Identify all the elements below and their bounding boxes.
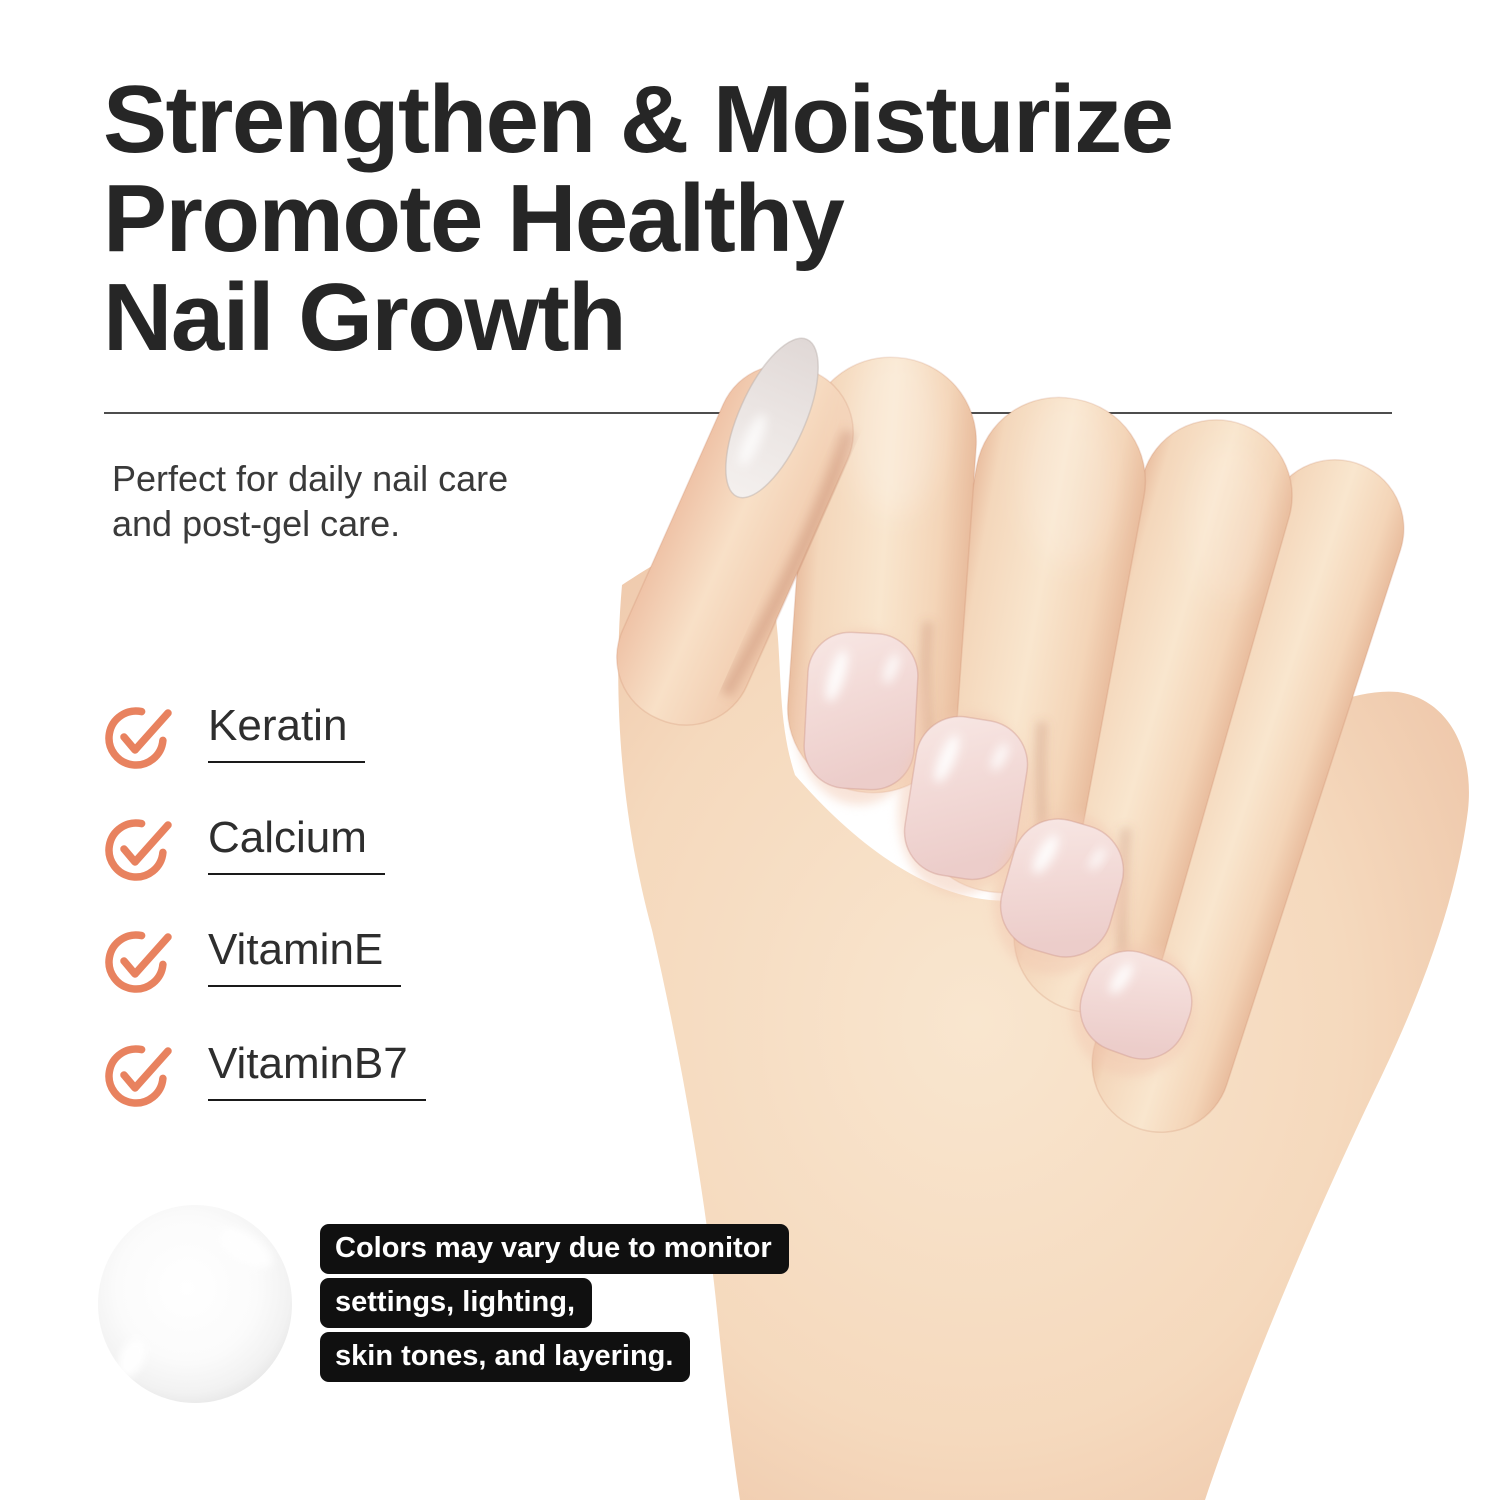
disclaimer-line-1: Colors may vary due to monitor	[320, 1224, 789, 1274]
checklist-item-calcium: Calcium	[104, 812, 385, 884]
title-line-3: Nail Growth	[103, 264, 627, 371]
checklist-item-keratin: Keratin	[104, 700, 366, 772]
gel-drop	[98, 1205, 292, 1403]
subtitle-line-2: and post-gel care.	[112, 503, 401, 544]
pinky-nail	[1071, 945, 1197, 1077]
check-circle-icon	[105, 819, 172, 881]
disclaimer: Colors may vary due to monitor settings,…	[320, 1224, 789, 1386]
checklist-label: VitaminB7	[208, 1038, 426, 1101]
check-circle-icon	[105, 707, 172, 769]
thumb	[615, 364, 856, 726]
subtitle: Perfect for daily nail care and post-gel…	[112, 456, 508, 546]
page-title: Strengthen & Moisturize Promote Healthy …	[103, 66, 1174, 371]
checklist-label: Calcium	[208, 812, 385, 875]
middle-nail	[898, 712, 1032, 896]
checklist-item-vitamin-b7: VitaminB7	[104, 1038, 426, 1110]
subtitle-line-1: Perfect for daily nail care	[112, 458, 509, 499]
check-circle-icon	[105, 1045, 172, 1107]
title-line-1: Strengthen & Moisturize	[103, 66, 1174, 173]
check-circle-icon	[105, 931, 172, 993]
ring-nail	[992, 812, 1128, 975]
thumb-nail	[725, 337, 819, 499]
index-nail	[794, 629, 927, 805]
title-line-2: Promote Healthy	[103, 165, 845, 272]
checklist-label: Keratin	[208, 700, 366, 763]
checklist-item-vitamin-e: VitaminE	[104, 924, 402, 996]
checklist-label: VitaminE	[208, 924, 402, 987]
disclaimer-line-2: settings, lighting,	[320, 1278, 593, 1328]
knuckle-highlights	[850, 345, 1268, 600]
disclaimer-line-3: skin tones, and layering.	[320, 1332, 691, 1382]
